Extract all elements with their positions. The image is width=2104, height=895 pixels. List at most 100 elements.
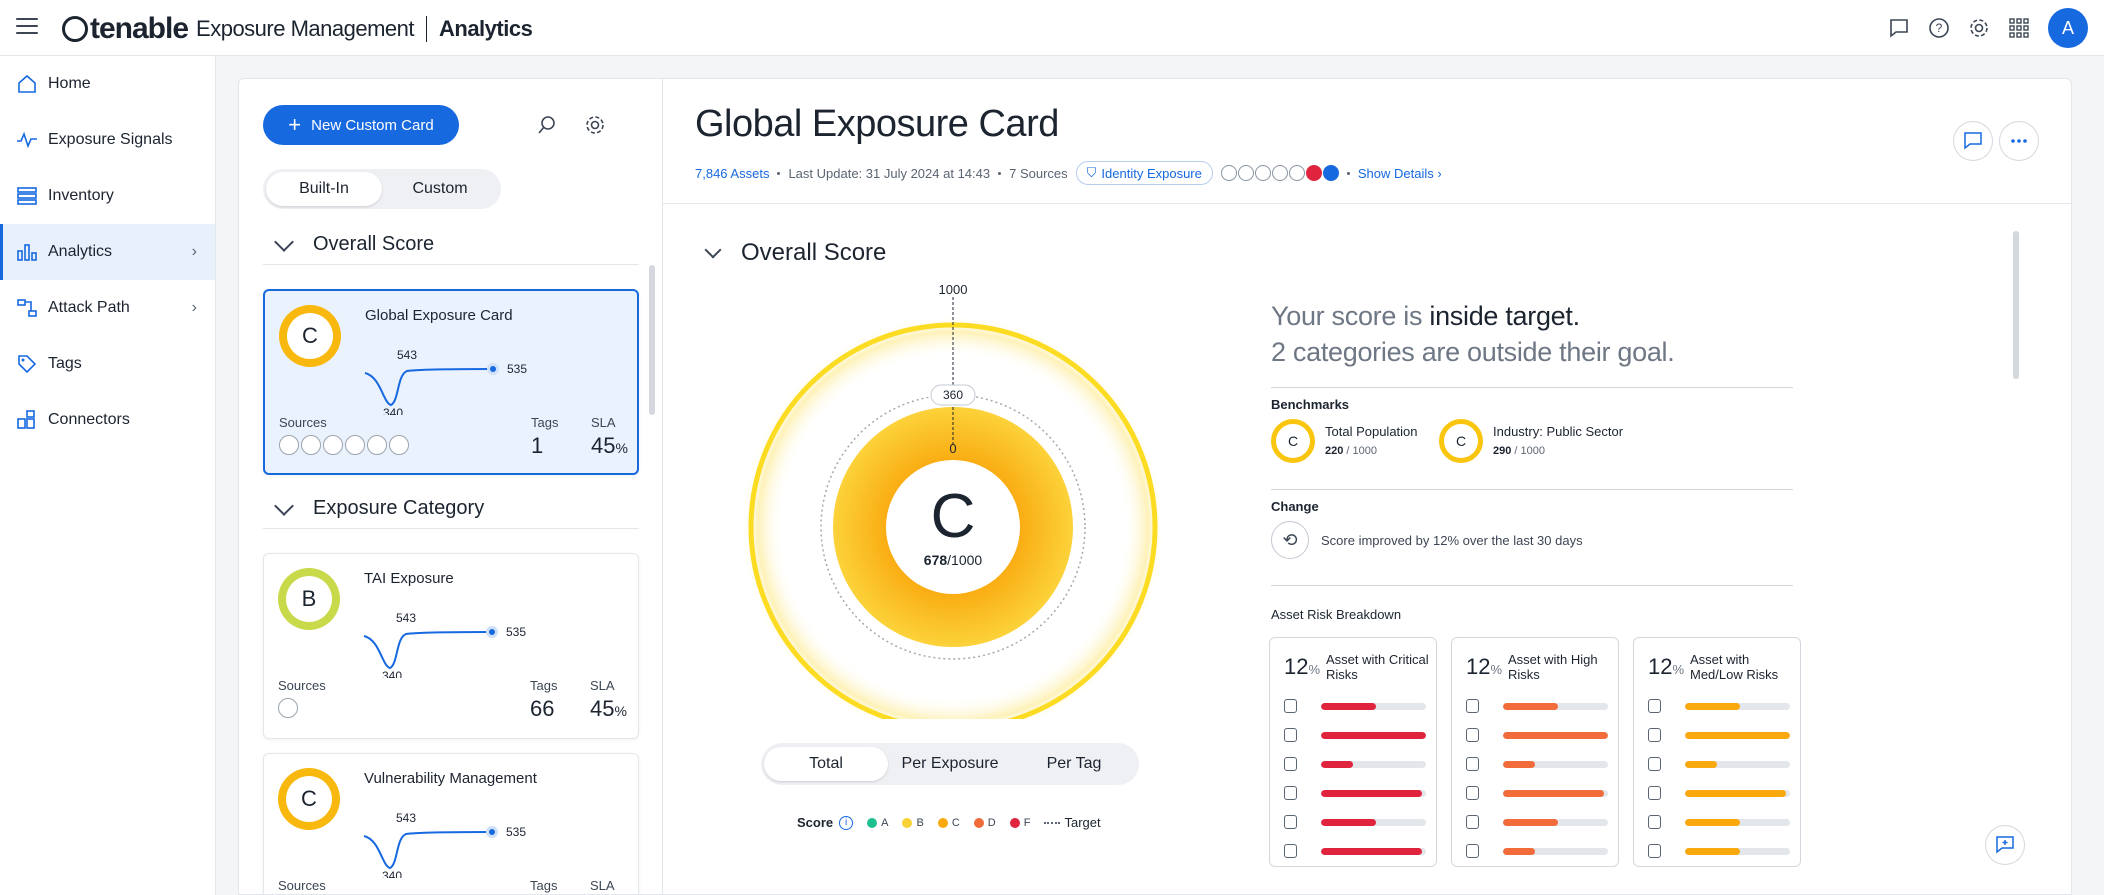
score-legend: Score i A B C D F Target	[797, 815, 1101, 830]
score-gauge: 1000 360 0 C 678/1000	[743, 282, 1163, 719]
avatar[interactable]: A	[2048, 8, 2088, 48]
shield-source-icon	[323, 435, 343, 455]
info-icon[interactable]: i	[839, 815, 854, 830]
risk-bar-track	[1685, 818, 1790, 826]
sidebar-item-home[interactable]: Home	[0, 56, 215, 112]
risk-bar-fill	[1503, 818, 1558, 826]
risk-bar-track	[1685, 731, 1790, 739]
sla-value: 45%	[591, 433, 628, 458]
gear-icon[interactable]	[583, 113, 607, 137]
tab-per-exposure[interactable]: Per Exposure	[901, 755, 999, 772]
toggle-custom[interactable]: Custom	[412, 180, 468, 197]
apps-grid-icon[interactable]	[2008, 17, 2030, 39]
globe-icon	[1284, 815, 1298, 829]
svg-text:?: ?	[1936, 21, 1943, 35]
shield-icon	[1648, 786, 1662, 800]
sla-label: SLA	[590, 678, 615, 693]
cloud-icon	[1466, 699, 1480, 713]
tab-total[interactable]: Total	[764, 747, 888, 781]
benchmark-total-population: C Total Population 220 / 1000	[1271, 419, 1418, 463]
risk-bar-fill	[1503, 760, 1535, 768]
new-custom-card-button[interactable]: + New Custom Card	[263, 105, 459, 145]
identity-icon	[1284, 728, 1298, 742]
risk-card-med-low[interactable]: 12% Asset with Med/Low Risks	[1633, 637, 1801, 867]
section-exposure-category[interactable]: Exposure Category	[263, 489, 639, 529]
shield-icon	[1284, 786, 1298, 800]
gear-icon[interactable]	[1968, 17, 1990, 39]
sidebar-item-inventory[interactable]: Inventory	[0, 168, 215, 224]
risk-bar-row	[1284, 785, 1426, 801]
sidebar-item-connectors[interactable]: Connectors	[0, 392, 215, 448]
grade-ring: B	[278, 568, 340, 630]
chat-icon[interactable]	[1888, 17, 1910, 39]
risk-card-high[interactable]: 12% Asset with High Risks	[1451, 637, 1619, 867]
tags-label: Tags	[530, 878, 558, 893]
menu-icon[interactable]	[16, 18, 38, 36]
red-shield-source-icon	[1305, 165, 1322, 181]
web-source-icon	[301, 435, 321, 455]
sidebar-item-analytics[interactable]: Analytics ›	[0, 224, 215, 280]
risk-bar-track	[1503, 702, 1608, 710]
toggle-built-in[interactable]: Built-In	[266, 172, 382, 206]
card-list-panel: + New Custom Card Built-In Custom Overal…	[238, 78, 662, 895]
card-title: Vulnerability Management	[364, 770, 537, 787]
risk-bar-track	[1321, 731, 1426, 739]
risk-bar-row	[1648, 698, 1790, 714]
inventory-icon	[16, 185, 38, 207]
score-summary: Your score is inside target.	[1271, 301, 1580, 331]
risk-bar-row	[1284, 698, 1426, 714]
robot-source-icon	[278, 698, 298, 718]
add-feedback-button[interactable]	[1985, 825, 2025, 865]
risk-bar-row	[1648, 814, 1790, 830]
web-icon	[1284, 757, 1298, 771]
connectors-icon	[16, 409, 38, 431]
risk-bar-track	[1685, 760, 1790, 768]
score-card-vulnerability-management[interactable]: C Vulnerability Management 543 340 535 S…	[263, 753, 639, 894]
trend-sparkline: 543 340 535	[363, 811, 526, 878]
score-card-tai-exposure[interactable]: B TAI Exposure 543 340 535 Sources Tags …	[263, 553, 639, 739]
shield-source-icon	[1237, 165, 1254, 181]
show-details-link[interactable]: Show Details ›	[1357, 165, 1442, 181]
comment-button[interactable]	[1953, 121, 1993, 161]
risk-bar-row	[1466, 698, 1608, 714]
search-icon[interactable]	[535, 113, 559, 137]
card-list-scrollbar[interactable]	[649, 265, 655, 415]
tab-per-tag[interactable]: Per Tag	[1046, 755, 1102, 772]
score-card-global-exposure[interactable]: C Global Exposure Card 543 340 535 Sourc…	[263, 289, 639, 475]
sources-label: Sources	[279, 415, 327, 430]
change-label: Change	[1271, 499, 1319, 514]
sidebar-item-attack-path[interactable]: Attack Path ›	[0, 280, 215, 336]
overall-score-heading[interactable]: Overall Score	[704, 239, 886, 267]
detail-scrollbar[interactable]	[2013, 231, 2019, 379]
risk-bar-row	[1466, 756, 1608, 772]
sidebar-item-tags[interactable]: Tags	[0, 336, 215, 392]
gauge-zero-label: 0	[949, 441, 956, 456]
sources-count: 7 Sources	[1009, 165, 1068, 181]
more-options-button[interactable]	[1999, 121, 2039, 161]
risk-bar-fill	[1503, 847, 1535, 855]
robot-icon	[1284, 844, 1298, 858]
sidebar-item-exposure-signals[interactable]: Exposure Signals	[0, 112, 215, 168]
assets-link[interactable]: 7,846 Assets	[695, 165, 770, 181]
globe-source-icon	[1271, 165, 1288, 181]
sources-label: Sources	[278, 678, 326, 693]
risk-bar-row	[1284, 843, 1426, 859]
identity-exposure-chip[interactable]: ⛉ Identity Exposure	[1075, 161, 1213, 185]
chevron-down-icon	[704, 241, 722, 259]
help-icon[interactable]: ?	[1928, 17, 1950, 39]
section-overall-score[interactable]: Overall Score	[263, 225, 639, 265]
risk-bar-row	[1284, 756, 1426, 772]
risk-card-critical[interactable]: 12% Asset with Critical Risks	[1269, 637, 1437, 867]
risk-bar-fill	[1503, 731, 1608, 739]
identity-source-icon	[279, 435, 299, 455]
risk-bar-track	[1685, 702, 1790, 710]
identity-icon	[1648, 728, 1662, 742]
cloud-source-icon	[345, 435, 365, 455]
web-icon	[1648, 757, 1662, 771]
sparkline-high-label: 543	[396, 811, 416, 825]
score-center	[886, 460, 1020, 594]
trend-sparkline: 543 340 535	[364, 348, 527, 415]
cloud-icon	[1648, 699, 1662, 713]
sparkline-current-label: 535	[507, 362, 527, 376]
chart-icon	[16, 241, 38, 263]
